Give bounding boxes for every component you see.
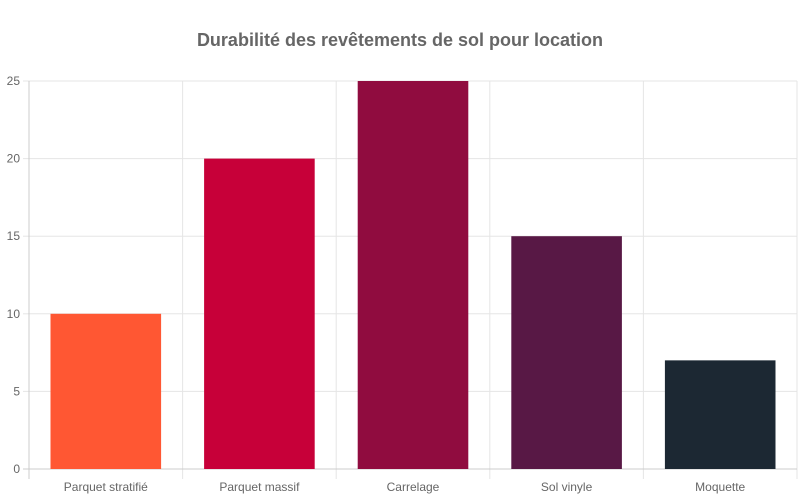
y-tick-labels: 0 5 10 15 20 25 — [7, 74, 21, 476]
y-tick-label: 10 — [7, 307, 21, 321]
y-tick-label: 15 — [7, 229, 21, 243]
x-tick-label: Sol vinyle — [541, 480, 593, 494]
chart-title: Durabilité des revêtements de sol pour l… — [196, 30, 604, 50]
bar[interactable] — [204, 158, 315, 469]
bar[interactable] — [511, 236, 622, 469]
y-tick-label: 0 — [13, 462, 20, 476]
x-tick-label: Moquette — [695, 480, 745, 494]
y-tick-label: 5 — [13, 384, 20, 398]
x-tick-label: Parquet stratifié — [64, 480, 148, 494]
bars — [50, 81, 776, 469]
y-tick-label: 25 — [7, 74, 21, 88]
x-tick-label: Carrelage — [387, 480, 440, 494]
x-tick-label: Parquet massif — [219, 480, 300, 494]
bar[interactable] — [357, 81, 469, 469]
x-tick-labels: Parquet stratifié Parquet massif Carrelage… — [64, 480, 746, 494]
bar[interactable] — [664, 360, 776, 469]
y-tick-label: 20 — [7, 152, 21, 166]
bar[interactable] — [50, 313, 162, 469]
